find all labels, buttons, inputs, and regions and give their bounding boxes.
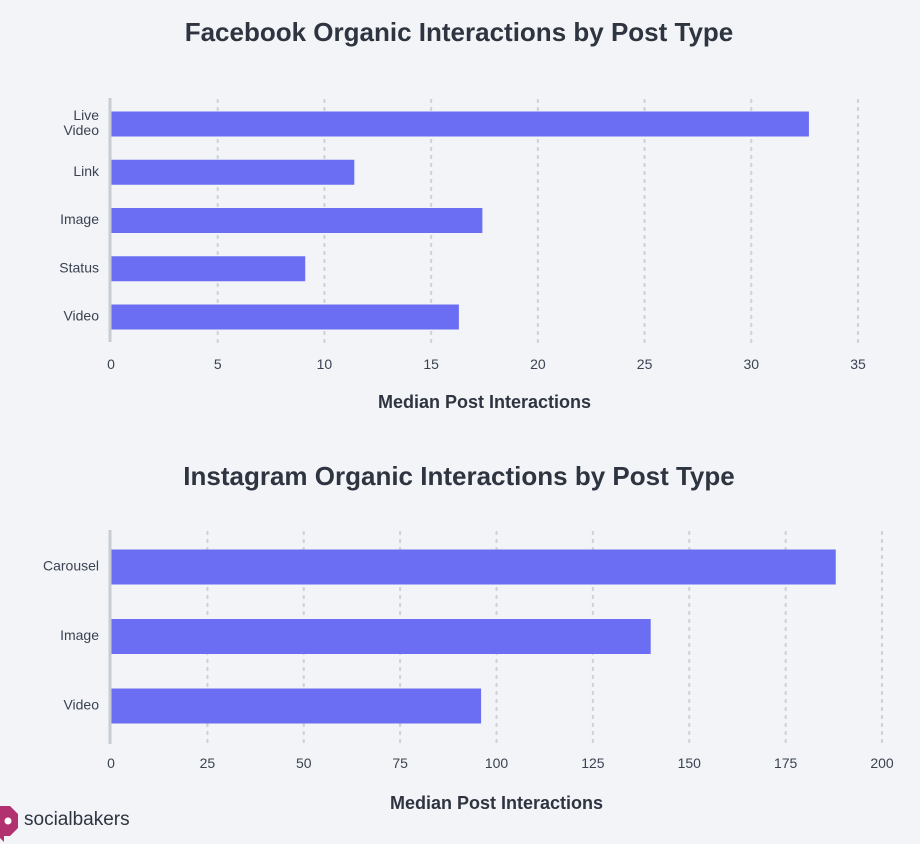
bar <box>111 549 836 585</box>
x-tick-label: 20 <box>530 356 546 372</box>
socialbakers-logo-icon <box>0 806 18 842</box>
category-label: Status <box>59 259 99 275</box>
category-label: Live <box>73 107 99 123</box>
instagram-chart-title: Instagram Organic Interactions by Post T… <box>183 461 734 491</box>
x-tick-label: 175 <box>774 755 798 771</box>
bar <box>111 111 809 137</box>
x-tick-label: 200 <box>870 755 894 771</box>
bar <box>111 256 306 282</box>
category-label: Video <box>63 122 99 138</box>
facebook-chart: Facebook Organic Interactions by Post Ty… <box>59 17 866 412</box>
x-tick-label: 150 <box>678 755 702 771</box>
x-tick-label: 0 <box>107 356 115 372</box>
x-tick-label: 25 <box>637 356 653 372</box>
facebook-chart-title: Facebook Organic Interactions by Post Ty… <box>185 17 734 47</box>
x-tick-label: 75 <box>392 755 408 771</box>
x-tick-label: 15 <box>423 356 439 372</box>
bar <box>111 688 482 724</box>
brand-name: socialbakers <box>24 809 130 830</box>
category-label: Video <box>63 697 99 713</box>
bar <box>111 304 459 330</box>
brand-logo: socialbakers <box>0 806 130 842</box>
instagram-chart: Instagram Organic Interactions by Post T… <box>43 461 894 813</box>
category-label: Image <box>60 627 99 643</box>
x-tick-label: 25 <box>200 755 216 771</box>
x-tick-label: 50 <box>296 755 312 771</box>
x-tick-label: 125 <box>581 755 605 771</box>
x-tick-label: 0 <box>107 755 115 771</box>
instagram-x-axis-label: Median Post Interactions <box>390 793 603 813</box>
bar <box>111 208 483 233</box>
x-tick-label: 10 <box>317 356 333 372</box>
category-label: Link <box>73 163 100 179</box>
x-tick-label: 35 <box>850 356 866 372</box>
bar <box>111 619 651 654</box>
category-label: Image <box>60 211 99 227</box>
category-label: Carousel <box>43 558 99 574</box>
bar <box>111 159 355 185</box>
x-tick-label: 100 <box>485 755 509 771</box>
facebook-x-axis-label: Median Post Interactions <box>378 392 591 412</box>
category-label: Video <box>63 308 99 324</box>
x-tick-label: 30 <box>743 356 759 372</box>
x-tick-label: 5 <box>214 356 222 372</box>
